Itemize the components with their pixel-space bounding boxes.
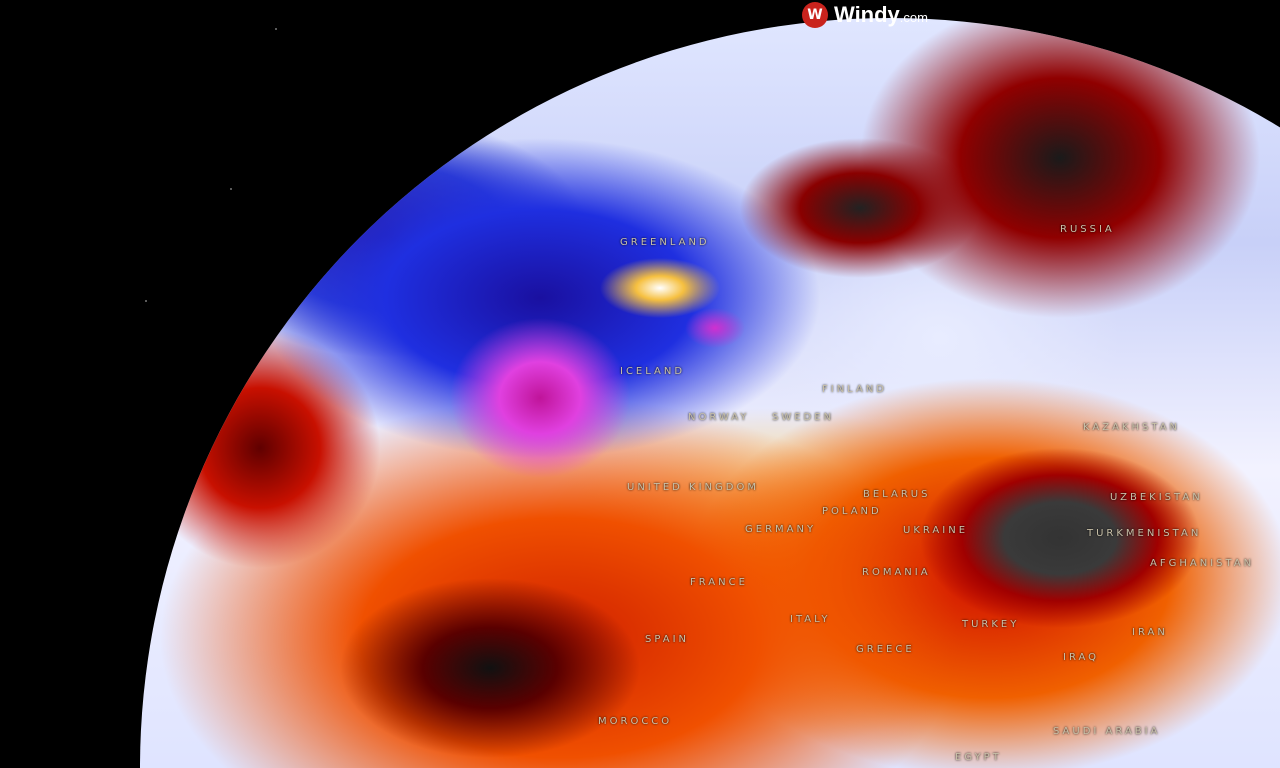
label-sweden: SWEDEN [772, 412, 835, 423]
label-greece: GREECE [856, 644, 915, 655]
label-morocco: MOROCCO [598, 716, 673, 727]
label-romania: ROMANIA [862, 567, 931, 578]
label-greenland: GREENLAND [620, 237, 710, 248]
label-germany: GERMANY [745, 524, 817, 535]
label-afghanistan: AFGHANISTAN [1150, 558, 1255, 569]
label-belarus: BELARUS [863, 489, 931, 500]
windy-logo-icon: W [802, 2, 828, 28]
label-poland: POLAND [822, 506, 882, 517]
windy-logo[interactable]: W Windy.com [802, 2, 928, 28]
label-norway: NORWAY [688, 412, 750, 423]
brand-suffix: .com [899, 10, 928, 25]
label-spain: SPAIN [645, 634, 690, 645]
label-turkey: TURKEY [962, 619, 1020, 630]
label-iceland: ICELAND [620, 366, 686, 377]
label-russia: RUSSIA [1060, 224, 1115, 235]
label-turkmenistan: TURKMENISTAN [1087, 528, 1202, 539]
label-ukraine: UKRAINE [903, 525, 969, 536]
label-iran: IRAN [1132, 627, 1168, 638]
star [145, 300, 147, 302]
label-kazakhstan: KAZAKHSTAN [1083, 422, 1180, 433]
label-iraq: IRAQ [1063, 652, 1100, 663]
label-united-kingdom: UNITED KINGDOM [627, 482, 759, 493]
label-uzbekistan: UZBEKISTAN [1110, 492, 1203, 503]
globe-map[interactable] [140, 18, 1280, 768]
label-egypt: EGYPT [955, 752, 1002, 763]
brand-name: Windy [834, 2, 900, 27]
label-france: FRANCE [690, 577, 748, 588]
label-italy: ITALY [790, 614, 831, 625]
label-finland: FINLAND [822, 384, 888, 395]
star [230, 188, 232, 190]
label-saudi-arabia: SAUDI ARABIA [1053, 726, 1161, 737]
star [275, 28, 277, 30]
